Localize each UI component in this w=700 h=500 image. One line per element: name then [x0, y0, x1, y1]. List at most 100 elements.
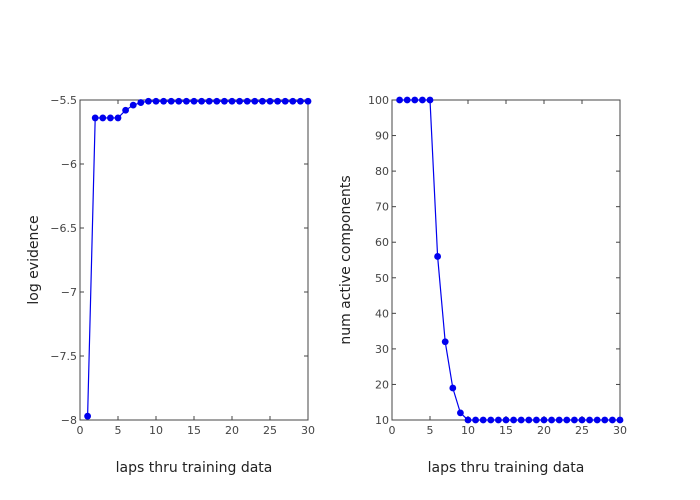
- log-evidence-x-tick-label: 20: [225, 424, 239, 437]
- active-components-data-point: [586, 416, 593, 424]
- active-components-data-point: [441, 338, 449, 346]
- active-components-data-point: [411, 96, 419, 104]
- active-components-data-point: [616, 416, 624, 424]
- log-evidence-data-point: [236, 97, 244, 105]
- active-components-data-point: [419, 96, 426, 104]
- active-components-data-point: [533, 416, 540, 424]
- log-evidence-x-tick-label: 25: [263, 424, 277, 437]
- active-components-data-point: [510, 416, 517, 424]
- log-evidence-data-point: [266, 97, 274, 105]
- active-components-x-tick-label: 25: [575, 424, 589, 437]
- active-components-data-point: [571, 416, 578, 424]
- active-components-data-point: [609, 416, 616, 424]
- log-evidence-data-point: [107, 114, 114, 122]
- log-evidence-x-tick-label: 30: [301, 424, 315, 437]
- log-evidence-data-point: [122, 106, 129, 114]
- active-components-panel: 0 5 10 15 20 25 30 10 20 30 40 50 60 70 80 90 100 laps th…: [338, 94, 627, 476]
- active-components-y-tick-label: 90: [375, 130, 389, 143]
- log-evidence-data-point: [198, 97, 206, 105]
- active-components-x-tick-label: 5: [427, 424, 434, 437]
- log-evidence-data-point: [84, 412, 91, 420]
- log-evidence-data-point: [221, 97, 228, 105]
- active-components-data-point: [555, 416, 563, 424]
- log-evidence-data-point: [289, 97, 297, 105]
- active-components-data-point: [487, 416, 495, 424]
- active-components-y-tick-label: 80: [375, 165, 389, 178]
- log-evidence-data-point: [152, 97, 160, 105]
- log-evidence-data-point: [281, 97, 289, 105]
- log-evidence-data-point: [183, 97, 190, 105]
- log-evidence-x-tick-label: 10: [149, 424, 163, 437]
- active-components-data-point: [502, 416, 510, 424]
- active-components-x-tick-label: 15: [499, 424, 513, 437]
- active-components-data-point: [593, 416, 601, 424]
- active-components-data-point: [601, 416, 609, 424]
- log-evidence-x-tick-label: 0: [77, 424, 84, 437]
- log-evidence-data-point: [205, 97, 213, 105]
- active-components-x-tick-label: 30: [613, 424, 627, 437]
- active-components-data-point: [517, 416, 525, 424]
- log-evidence-data-point: [160, 97, 168, 105]
- log-evidence-data-point: [259, 97, 266, 105]
- log-evidence-panel: 0 5 10 15 20 25 30 −8 −7.5 −7 −6.5 −6 −5.5 laps thru …: [26, 94, 315, 476]
- log-evidence-data-point: [190, 97, 198, 105]
- log-evidence-data-point: [145, 97, 152, 105]
- active-components-y-tick-label: 20: [375, 378, 389, 391]
- active-components-data-point: [578, 416, 586, 424]
- active-components-y-tick-label: 70: [375, 201, 389, 214]
- active-components-y-tick-label: 40: [375, 307, 389, 320]
- log-evidence-data-point: [304, 97, 312, 105]
- active-components-y-tick-label: 10: [375, 414, 389, 427]
- active-components-y-tick-label: 30: [375, 343, 389, 356]
- active-components-x-axis-title: laps thru training data: [428, 460, 585, 476]
- active-components-y-tick-label: 100: [368, 94, 389, 107]
- active-components-x-tick-label: 0: [389, 424, 396, 437]
- active-components-data-point: [434, 253, 441, 260]
- log-evidence-y-tick-label: −5.5: [50, 94, 77, 107]
- active-components-x-tick-label: 10: [461, 424, 475, 437]
- log-evidence-series-line: [87, 100, 308, 417]
- active-components-data-point: [472, 416, 479, 424]
- log-evidence-data-point: [243, 97, 251, 105]
- log-evidence-y-tick-label: −6: [61, 158, 77, 171]
- log-evidence-data-point: [114, 114, 122, 122]
- log-evidence-data-point: [228, 97, 236, 105]
- active-components-data-point: [548, 416, 555, 424]
- active-components-data-point: [396, 96, 403, 104]
- log-evidence-data-point: [251, 97, 259, 105]
- log-evidence-x-tick-label: 15: [187, 424, 201, 437]
- active-components-y-tick-label: 50: [375, 272, 389, 285]
- active-components-data-point: [495, 416, 502, 424]
- log-evidence-x-axis-title: laps thru training data: [116, 460, 273, 476]
- log-evidence-data-point: [129, 101, 137, 109]
- active-components-plot-frame: [391, 99, 621, 421]
- log-evidence-y-tick-label: −7: [61, 286, 77, 299]
- active-components-data-point: [525, 416, 533, 424]
- active-components-data-point: [464, 416, 472, 424]
- active-components-data-point: [426, 96, 434, 104]
- log-evidence-data-point: [274, 97, 281, 105]
- active-components-data-point: [540, 416, 548, 424]
- active-components-data-point: [457, 409, 464, 417]
- log-evidence-data-point: [137, 99, 145, 106]
- log-evidence-y-tick-label: −8: [61, 414, 77, 427]
- log-evidence-plot-frame: [79, 99, 309, 421]
- log-evidence-x-tick-label: 5: [115, 424, 122, 437]
- active-components-y-tick-label: 60: [375, 236, 389, 249]
- active-components-data-point: [449, 384, 457, 392]
- log-evidence-data-point: [99, 114, 107, 122]
- log-evidence-data-point: [91, 114, 99, 122]
- active-components-data-point: [479, 416, 487, 424]
- log-evidence-y-tick-label: −6.5: [50, 222, 77, 235]
- active-components-data-point: [563, 416, 571, 424]
- log-evidence-y-tick-label: −7.5: [50, 350, 77, 363]
- active-components-y-axis-title: num active components: [338, 175, 354, 344]
- active-components-series-line: [399, 99, 620, 421]
- log-evidence-data-point: [297, 97, 304, 105]
- log-evidence-data-point: [175, 97, 183, 105]
- active-components-x-tick-label: 20: [537, 424, 551, 437]
- log-evidence-data-point: [213, 97, 221, 105]
- log-evidence-y-axis-title: log evidence: [26, 215, 42, 304]
- active-components-data-point: [403, 96, 411, 104]
